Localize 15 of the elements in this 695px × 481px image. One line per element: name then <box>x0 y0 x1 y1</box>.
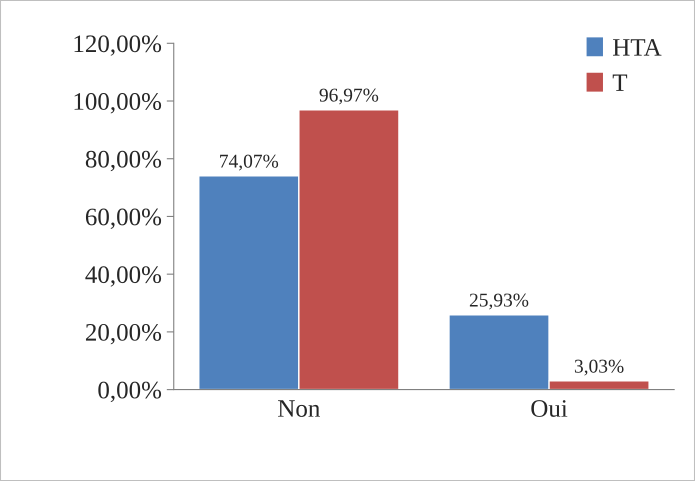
legend-label: HTA <box>613 39 662 56</box>
y-tick-label: 0,00% <box>98 382 162 402</box>
data-label: 74,07% <box>220 154 278 171</box>
y-tick-label: 20,00% <box>86 324 162 344</box>
legend-label: T <box>612 74 628 91</box>
x-tick-label: Non <box>278 400 320 417</box>
y-tick-label: 100,00% <box>74 93 162 114</box>
data-label: 25,93% <box>470 294 528 310</box>
x-tick-label: Oui <box>531 400 568 417</box>
y-tick-label: 60,00% <box>86 208 162 229</box>
y-tick-label: 40,00% <box>85 266 162 287</box>
y-tick-label: 120,00% <box>74 35 162 56</box>
data-label: 3,03% <box>574 360 624 376</box>
data-label: 96,97% <box>320 88 378 104</box>
y-tick-label: 80,00% <box>86 150 162 172</box>
